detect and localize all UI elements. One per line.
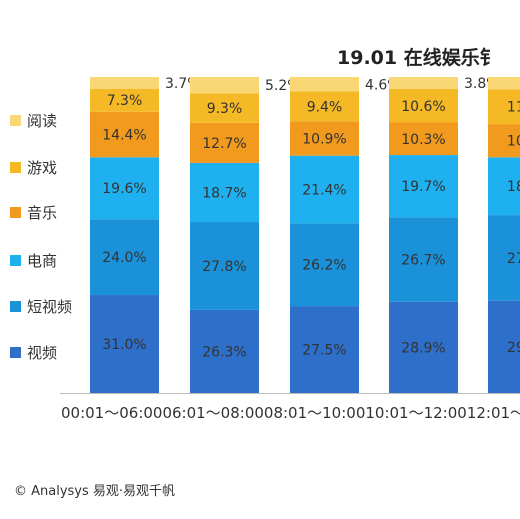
bar-segment-5-1 xyxy=(190,77,259,94)
data-label-0-4: 29.2 xyxy=(507,340,520,356)
data-label-4-0: 7.3% xyxy=(107,93,143,109)
bar-segment-0-0 xyxy=(90,295,159,393)
bar-segment-0-1 xyxy=(190,309,259,393)
chart-title: 19.01 在线娱乐钅 xyxy=(337,46,499,69)
legend-swatch-2 xyxy=(10,207,21,218)
data-label-1-3: 26.7% xyxy=(401,252,445,268)
bar-segment-3-3 xyxy=(389,122,458,156)
bar-segment-0-4 xyxy=(488,300,520,393)
data-label-4-4: 11.0 xyxy=(507,100,520,116)
data-label-0-0: 31.0% xyxy=(102,337,146,353)
bar-segment-1-1 xyxy=(190,222,259,310)
legend-swatch-1 xyxy=(10,162,21,173)
data-label-1-4: 27.1 xyxy=(507,251,520,267)
data-label-2-0: 19.6% xyxy=(102,181,146,197)
bar-segment-3-4 xyxy=(488,124,520,158)
bar-segment-5-2 xyxy=(290,77,359,92)
data-label-2-1: 18.7% xyxy=(202,185,246,201)
data-label-1-1: 27.8% xyxy=(202,259,246,275)
data-label-0-3: 28.9% xyxy=(401,340,445,356)
legend-label-0: 阅读 xyxy=(27,112,57,130)
bar-segment-4-4 xyxy=(488,89,520,125)
data-label-4-3: 10.6% xyxy=(401,99,445,115)
bar-segment-5-0 xyxy=(90,77,159,89)
legend-label-4: 短视频 xyxy=(27,298,72,316)
x-axis-labels: 00:01～06:0006:01～08:0008:01～10:0010:01～1… xyxy=(61,404,520,422)
bar-segment-4-0 xyxy=(90,88,159,112)
bar-segment-2-4 xyxy=(488,157,520,216)
data-label-2-3: 19.7% xyxy=(401,179,445,195)
bar-segment-3-2 xyxy=(290,121,359,156)
data-label-3-4: 10.5 xyxy=(507,134,520,150)
data-label-1-2: 26.2% xyxy=(302,258,346,274)
bar-segment-3-1 xyxy=(190,122,259,163)
data-label-1-0: 24.0% xyxy=(102,250,146,266)
legend-label-2: 音乐 xyxy=(27,204,57,222)
data-label-0-2: 27.5% xyxy=(302,343,346,359)
data-label-4-2: 9.4% xyxy=(307,99,343,115)
data-label-0-1: 26.3% xyxy=(202,344,246,360)
bar-segment-4-3 xyxy=(389,89,458,123)
bar-segment-2-3 xyxy=(389,155,458,218)
data-label-3-2: 10.9% xyxy=(302,131,346,147)
data-label-3-0: 14.4% xyxy=(102,128,146,144)
bar-segment-4-2 xyxy=(290,91,359,122)
source-footer: © Analysys 易观·易观千帆 xyxy=(14,484,176,499)
bar-segment-4-1 xyxy=(190,93,259,123)
legend-label-5: 视频 xyxy=(27,344,57,362)
bar-segment-0-3 xyxy=(389,301,458,393)
bar-segment-1-0 xyxy=(90,219,159,296)
data-label-3-3: 10.3% xyxy=(401,132,445,148)
bar-segment-2-2 xyxy=(290,155,359,224)
data-label-2-2: 21.4% xyxy=(302,182,346,198)
bar-segment-3-0 xyxy=(90,111,159,158)
data-label-3-1: 12.7% xyxy=(202,136,246,152)
legend-label-1: 游戏 xyxy=(27,159,57,177)
bar-segment-1-4 xyxy=(488,215,520,301)
data-label-2-4: 18.3 xyxy=(507,179,520,195)
legend-label-3: 电商 xyxy=(27,252,57,270)
bar-segment-2-1 xyxy=(190,162,259,223)
bar-segment-5-3 xyxy=(389,77,458,90)
data-label-4-1: 9.3% xyxy=(207,101,243,117)
bar-segment-1-2 xyxy=(290,223,359,307)
legend-swatch-3 xyxy=(10,255,21,266)
bar-segment-5-4 xyxy=(488,77,520,90)
legend-swatch-0 xyxy=(10,115,21,126)
bar-segment-1-3 xyxy=(389,217,458,302)
legend-swatch-4 xyxy=(10,301,21,312)
legend-swatch-5 xyxy=(10,347,21,358)
bar-segment-2-0 xyxy=(90,157,159,220)
bar-segment-0-2 xyxy=(290,306,359,393)
